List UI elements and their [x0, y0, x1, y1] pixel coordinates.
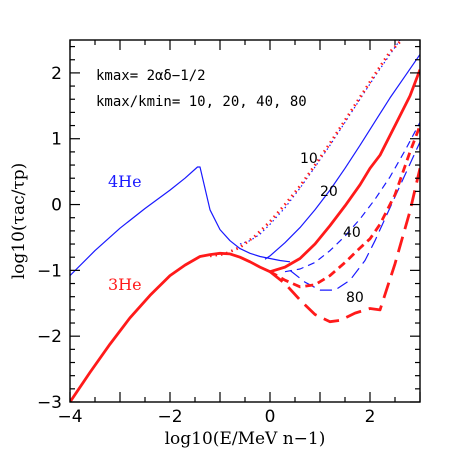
y-axis-title: log10(τac/τp): [9, 163, 29, 280]
series-4he-k40-line: [284, 122, 420, 273]
kmax-formula-annotation: kmax= 2αδ−1/2: [96, 68, 206, 84]
series-3he-k20-line: [269, 69, 420, 274]
series-3he-k10-line: [209, 40, 404, 258]
he4-label: 4He: [108, 172, 142, 191]
y-tick-label: −3: [37, 393, 62, 413]
series-3he-line: [70, 251, 271, 402]
he3-label: 3He: [108, 275, 142, 294]
series-4he-k10-line: [239, 40, 401, 245]
y-tick-label: −1: [37, 261, 62, 281]
x-tick-label: 0: [265, 407, 276, 427]
y-tick-label: 2: [51, 64, 62, 84]
series-4he-line: [70, 166, 291, 277]
k40-label: 40: [343, 225, 361, 241]
k20-label: 20: [320, 184, 338, 200]
y-tick-label: 0: [51, 196, 62, 216]
x-axis-title: log10(E/MeV n−1): [165, 429, 326, 449]
series-3he-k80-line: [269, 167, 420, 324]
curves-layer: [70, 40, 420, 402]
axis-ticks: −4 −2 0 2 −3 −2 −1 0 1 2: [37, 40, 421, 427]
series-3he-k40-line: [269, 125, 420, 289]
y-tick-label: 1: [51, 130, 62, 150]
x-tick-label: 2: [365, 407, 376, 427]
k80-label: 80: [346, 290, 364, 306]
kmax-ratio-annotation: kmax/kmin= 10, 20, 40, 80: [96, 94, 307, 110]
k10-label: 10: [300, 151, 318, 167]
x-tick-label: −2: [157, 407, 182, 427]
x-tick-label: −4: [57, 407, 82, 427]
series-4he-k20-line: [264, 54, 420, 260]
y-tick-label: −2: [37, 327, 62, 347]
